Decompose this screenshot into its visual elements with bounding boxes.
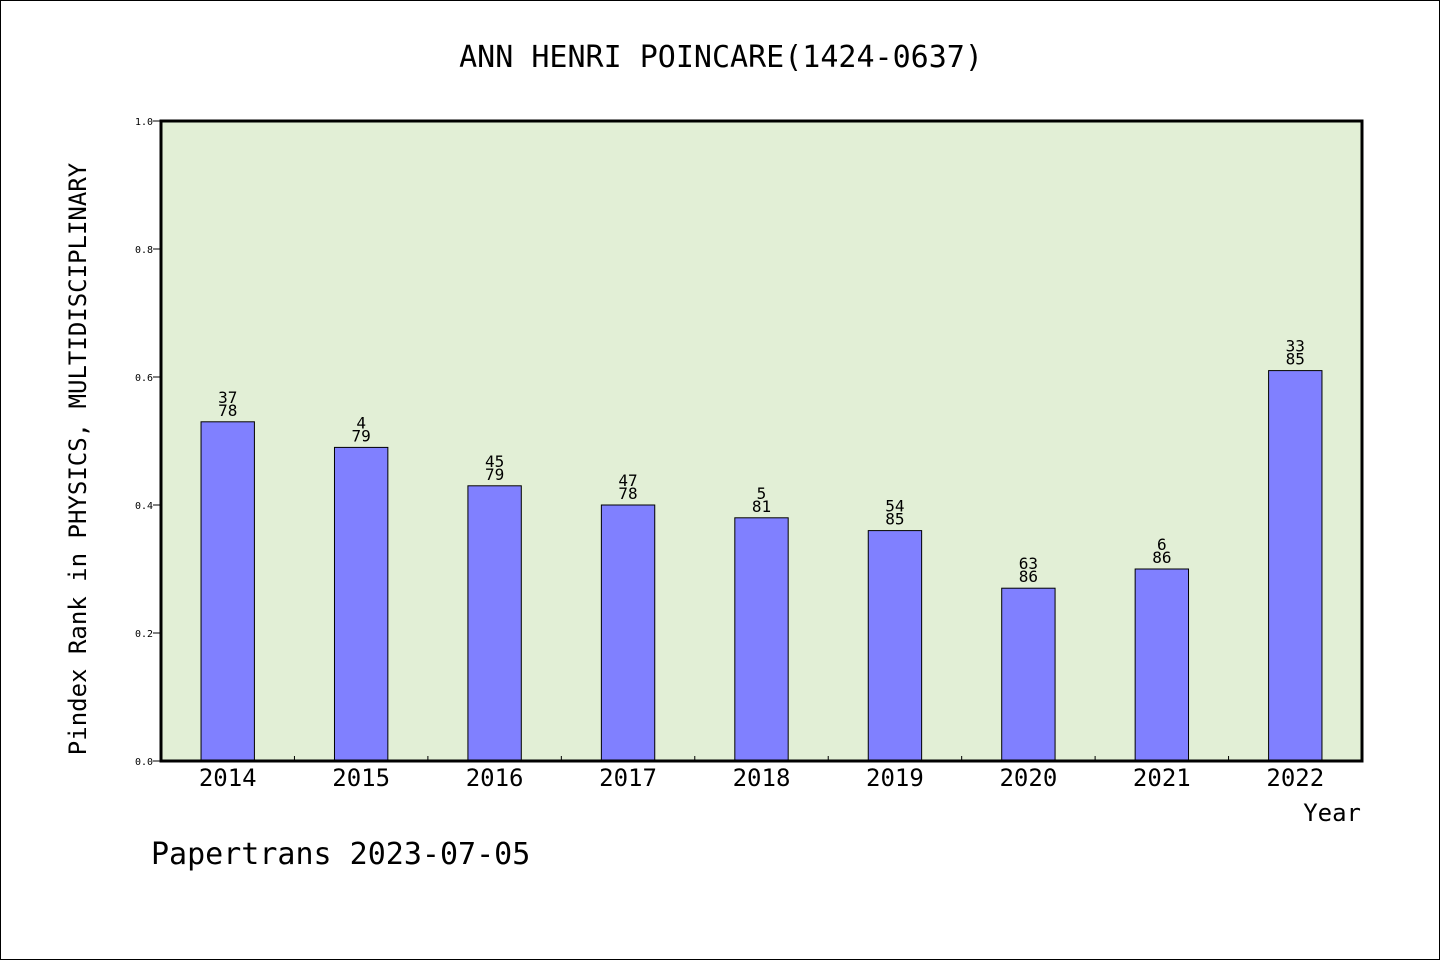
- bar-2014: [200, 421, 255, 762]
- bars: [200, 370, 1323, 762]
- bar-label-denominator: 78: [618, 484, 637, 503]
- bar-label-numerator: 37: [218, 388, 237, 407]
- y-tick-label: 1.0: [135, 117, 153, 128]
- bar-label-denominator: 79: [485, 465, 504, 484]
- bar-label-numerator: 33: [1286, 337, 1305, 356]
- x-tick-label: 2020: [999, 764, 1057, 792]
- bar-2019: [867, 530, 923, 762]
- x-tick-label: 2015: [332, 764, 390, 792]
- x-tick-label: 2017: [599, 764, 657, 792]
- x-tick-label: 2018: [733, 764, 791, 792]
- x-tick-label: 2016: [466, 764, 524, 792]
- bar-2016: [467, 485, 522, 762]
- bar-label-numerator: 45: [485, 452, 504, 471]
- bar-label-numerator: 54: [885, 497, 904, 516]
- x-tick-label: 2014: [199, 764, 257, 792]
- y-tick-label: 0.0: [135, 757, 153, 768]
- y-axis-label: Pindex Rank in PHYSICS, MULTIDISCIPLINAR…: [64, 162, 92, 755]
- bar-label-denominator: 85: [885, 510, 904, 529]
- y-tick-label: 0.8: [135, 245, 153, 256]
- bar-label-numerator: 47: [618, 471, 637, 490]
- bar-label-numerator: 5: [757, 484, 767, 503]
- y-tick-label: 0.6: [135, 373, 153, 384]
- chart-title: ANN HENRI POINCARE(1424-0637): [459, 40, 983, 75]
- bar-2017: [600, 504, 656, 762]
- bar-label-denominator: 78: [218, 401, 237, 420]
- bar-label-denominator: 86: [1152, 548, 1171, 567]
- bar-label-numerator: 63: [1019, 554, 1038, 573]
- bar-label-denominator: 79: [352, 426, 371, 445]
- x-tick-label: 2022: [1266, 764, 1324, 792]
- x-tick-label: 2019: [866, 764, 924, 792]
- bar-label-numerator: 6: [1157, 535, 1167, 554]
- bar-2022: [1268, 370, 1323, 762]
- bar-2021: [1134, 568, 1190, 762]
- bar-label-denominator: 81: [752, 497, 771, 516]
- y-axis-ticks: 0.0 0.2 0.4 0.6 0.8 1.0: [135, 117, 161, 768]
- bar-label-denominator: 86: [1019, 567, 1038, 586]
- footer-credit: Papertrans 2023-07-05: [151, 837, 530, 872]
- plot-border: [159, 119, 1364, 763]
- x-axis-label: Year: [1303, 799, 1361, 827]
- x-axis-ticks: 2014 2015 2016 2017 2018 2019 2020 2021 2022: [199, 756, 1324, 792]
- bar-label-denominator: 85: [1286, 350, 1305, 369]
- x-tick-label: 2021: [1133, 764, 1191, 792]
- bar-2020: [1001, 587, 1056, 762]
- y-tick-label: 0.4: [135, 501, 153, 512]
- bar-2018: [734, 517, 789, 762]
- y-tick-label: 0.2: [135, 629, 153, 640]
- bar-label-numerator: 4: [356, 413, 366, 432]
- bar-2015: [333, 446, 389, 762]
